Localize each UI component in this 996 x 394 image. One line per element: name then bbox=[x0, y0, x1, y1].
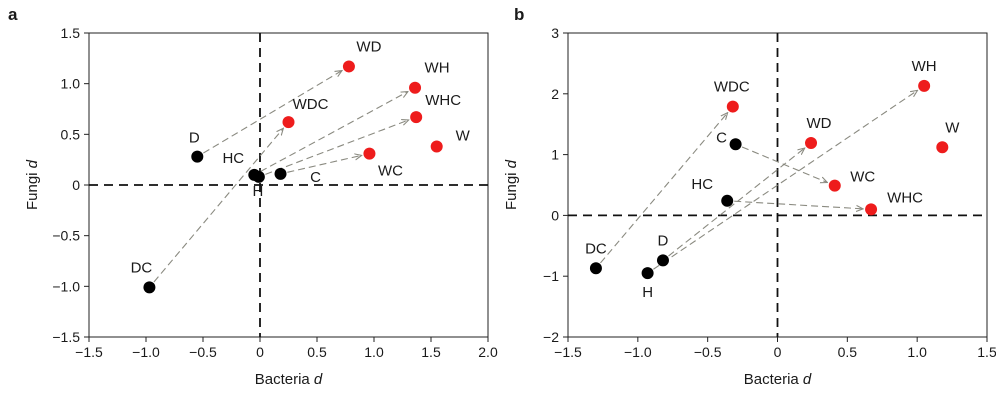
y-tick-label: −0.5 bbox=[52, 228, 80, 244]
point-label-hc: HC bbox=[222, 150, 244, 167]
y-tick-label: −1.5 bbox=[52, 329, 80, 345]
y-axis-label: Fungi d bbox=[24, 159, 41, 210]
point-c bbox=[729, 138, 742, 151]
point-dc bbox=[589, 262, 602, 275]
x-tick-label: 0 bbox=[774, 344, 782, 360]
x-tick-label: 1.0 bbox=[364, 344, 384, 360]
y-tick-label: 1.5 bbox=[61, 25, 81, 41]
point-label-c: C bbox=[310, 169, 321, 186]
point-label-hc: HC bbox=[691, 176, 713, 193]
point-wdc bbox=[726, 100, 739, 113]
x-tick-label: 2.0 bbox=[478, 344, 498, 360]
point-d bbox=[656, 254, 669, 267]
x-tick-label: 1.5 bbox=[977, 344, 996, 360]
point-label-wc: WC bbox=[850, 169, 875, 186]
point-whc bbox=[410, 111, 423, 124]
point-wc bbox=[363, 147, 376, 160]
point-hc bbox=[721, 194, 734, 207]
x-tick-label: 1.0 bbox=[907, 344, 927, 360]
point-label-wd: WD bbox=[807, 115, 832, 132]
point-wdc bbox=[282, 116, 295, 129]
x-tick-label: −0.5 bbox=[189, 344, 217, 360]
point-label-wd: WD bbox=[356, 38, 381, 55]
point-label-wc: WC bbox=[378, 163, 403, 180]
arrow-dc-to-wdc bbox=[153, 128, 283, 283]
point-label-wh: WH bbox=[912, 58, 937, 75]
y-tick-label: −2 bbox=[543, 329, 559, 345]
point-h bbox=[641, 267, 654, 280]
point-wc bbox=[828, 179, 841, 192]
point-c bbox=[274, 167, 287, 180]
point-wh bbox=[918, 79, 931, 92]
point-label-h: H bbox=[642, 284, 653, 301]
x-tick-label: −1.5 bbox=[75, 344, 103, 360]
y-tick-label: 3 bbox=[551, 25, 559, 41]
arrow-hc-to-whc bbox=[734, 200, 863, 209]
arrow-c-to-wc bbox=[741, 146, 827, 183]
point-w bbox=[936, 141, 949, 154]
x-tick-label: −0.5 bbox=[694, 344, 722, 360]
x-tick-label: 0.5 bbox=[307, 344, 327, 360]
panel-a: a −1.5 −1.0 −0.5 0 0.5 1.0 1.5 2.0 −1.5 −1.0 −0.5 0 0… bbox=[8, 5, 498, 388]
x-axis-label: Bacteria d bbox=[255, 371, 323, 388]
y-tick-label: −1.0 bbox=[52, 278, 80, 294]
point-wd bbox=[805, 137, 818, 150]
arrow-hc-to-wh bbox=[260, 92, 408, 173]
point-wd bbox=[342, 60, 355, 73]
point-label-wdc: WDC bbox=[293, 96, 329, 113]
y-tick-label: 0.5 bbox=[61, 126, 81, 142]
point-label-whc: WHC bbox=[425, 92, 461, 109]
y-tick-label: 2 bbox=[551, 86, 559, 102]
arrow-h-to-wh bbox=[653, 90, 917, 270]
y-axis-label: Fungi d bbox=[503, 159, 520, 210]
point-whc bbox=[865, 203, 878, 216]
point-label-dc: DC bbox=[131, 259, 153, 276]
x-tick-label: 0 bbox=[256, 344, 264, 360]
x-tick-label: 1.5 bbox=[421, 344, 441, 360]
x-tick-label: −1.5 bbox=[554, 344, 582, 360]
point-w bbox=[430, 140, 443, 153]
point-label-h: H bbox=[252, 183, 263, 200]
x-tick-label: −1.0 bbox=[624, 344, 652, 360]
point-wh bbox=[409, 81, 422, 94]
arrow-h-to-whc bbox=[265, 120, 408, 175]
point-label-d: D bbox=[189, 130, 200, 147]
arrow-d-to-wd bbox=[203, 71, 342, 154]
x-tick-label: 0.5 bbox=[838, 344, 858, 360]
point-label-d: D bbox=[658, 232, 669, 249]
y-tick-label: −1 bbox=[543, 268, 559, 284]
y-tick-label: 1.0 bbox=[61, 76, 81, 92]
y-tick-label: 0 bbox=[551, 207, 559, 223]
point-dc bbox=[143, 281, 156, 294]
point-label-w: W bbox=[945, 119, 960, 136]
arrow-c-to-wc bbox=[287, 155, 361, 173]
panel-letter-a: a bbox=[8, 5, 18, 24]
x-tick-label: −1.0 bbox=[132, 344, 160, 360]
point-label-c: C bbox=[716, 129, 727, 146]
point-label-whc: WHC bbox=[887, 189, 923, 206]
x-axis-label: Bacteria d bbox=[744, 371, 812, 388]
arrow-d-to-wd bbox=[668, 148, 804, 257]
point-label-dc: DC bbox=[585, 240, 607, 257]
point-label-w: W bbox=[456, 127, 471, 144]
point-d bbox=[191, 150, 204, 163]
point-h bbox=[252, 170, 265, 183]
panel-b: b −1.5 −1.0 −0.5 0 0.5 1.0 1.5 −2 −1 0 1 2 3 Bacteria … bbox=[503, 5, 996, 388]
point-label-wdc: WDC bbox=[714, 79, 750, 96]
point-label-wh: WH bbox=[425, 60, 450, 77]
y-tick-label: 1 bbox=[551, 147, 559, 163]
panel-letter-b: b bbox=[514, 5, 524, 24]
y-tick-label: 0 bbox=[72, 177, 80, 193]
